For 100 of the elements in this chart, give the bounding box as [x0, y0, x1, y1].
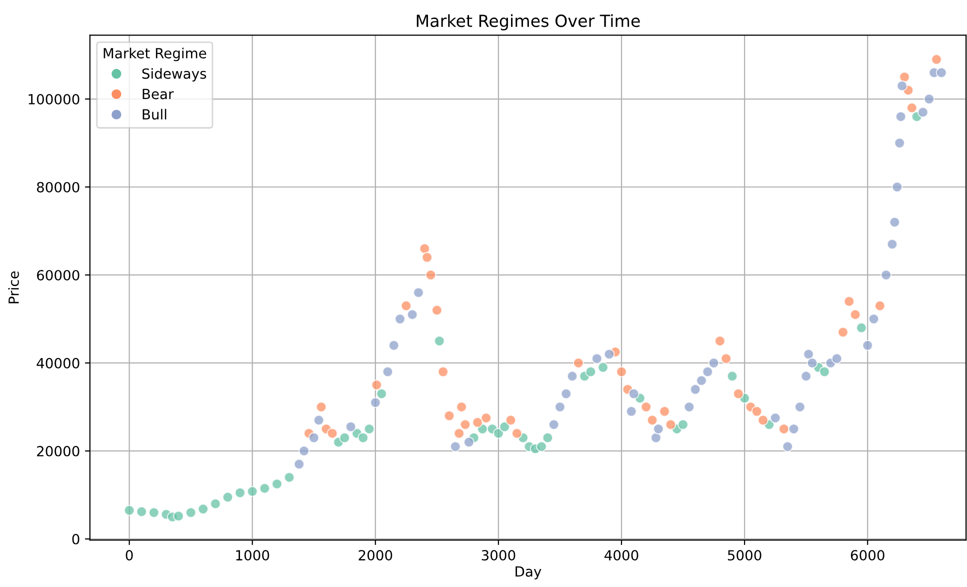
- point: [444, 410, 455, 422]
- point: [646, 414, 658, 426]
- point: [628, 388, 640, 400]
- point: [316, 401, 327, 412]
- point: [234, 487, 246, 498]
- point: [313, 414, 324, 426]
- point: [136, 506, 148, 518]
- point: [889, 216, 900, 228]
- point: [800, 370, 812, 382]
- point: [460, 419, 471, 430]
- x-axis-title: Day: [516, 566, 542, 580]
- point: [803, 348, 814, 360]
- point: [868, 314, 880, 324]
- point: [794, 401, 806, 412]
- y-tick-label: 20000: [37, 446, 80, 456]
- point: [678, 419, 688, 430]
- x-tick-label: 4000: [604, 550, 638, 561]
- x-tick-label: 0: [126, 550, 133, 561]
- y-tick-label: 60000: [36, 270, 80, 280]
- point: [585, 366, 596, 378]
- point: [626, 406, 637, 417]
- point: [560, 388, 572, 400]
- point: [422, 252, 433, 263]
- point: [665, 419, 676, 430]
- point: [782, 441, 794, 452]
- point: [931, 54, 942, 65]
- legend-label: Bull: [142, 108, 166, 120]
- point: [708, 358, 720, 368]
- point: [831, 353, 842, 364]
- point: [616, 366, 627, 378]
- point: [650, 432, 662, 444]
- point: [382, 366, 394, 378]
- point: [358, 432, 369, 444]
- x-tick-label: 2000: [358, 550, 392, 561]
- point: [659, 406, 670, 417]
- point: [272, 478, 282, 490]
- point: [284, 472, 295, 483]
- point: [394, 314, 406, 324]
- point: [598, 362, 609, 373]
- point: [918, 106, 928, 118]
- point: [326, 428, 338, 439]
- x-tick-label: 6000: [850, 550, 884, 561]
- point: [406, 309, 418, 320]
- point: [819, 366, 830, 378]
- point: [702, 366, 714, 378]
- point: [472, 416, 483, 428]
- point: [198, 504, 209, 514]
- y-axis-title: Price: [8, 271, 19, 304]
- point: [880, 270, 892, 280]
- point: [492, 428, 504, 439]
- point: [294, 458, 305, 470]
- point: [844, 296, 855, 307]
- point: [148, 507, 160, 518]
- point: [371, 380, 382, 390]
- y-tick-label: 40000: [36, 358, 80, 368]
- point: [886, 238, 898, 250]
- point: [542, 432, 554, 444]
- point: [696, 375, 707, 386]
- point: [856, 322, 867, 334]
- legend-label: Sideways: [142, 68, 206, 82]
- point: [376, 388, 388, 400]
- point: [758, 414, 768, 426]
- point: [370, 397, 381, 408]
- point: [554, 401, 566, 412]
- point: [463, 436, 474, 448]
- point: [640, 401, 652, 412]
- point: [454, 428, 465, 439]
- point: [895, 111, 906, 122]
- point: [899, 72, 910, 82]
- point: [308, 432, 320, 444]
- y-tick-label: 80000: [36, 182, 80, 192]
- point: [388, 340, 400, 351]
- point: [572, 358, 584, 368]
- point: [874, 300, 886, 312]
- x-tick-label: 5000: [728, 550, 762, 561]
- x-tick-label: 3000: [482, 550, 516, 561]
- point: [339, 432, 350, 444]
- point: [438, 366, 449, 378]
- point: [566, 370, 578, 382]
- point: [400, 300, 412, 312]
- point: [806, 358, 818, 368]
- point: [536, 441, 547, 452]
- point: [456, 401, 467, 412]
- point: [690, 384, 701, 395]
- point: [185, 507, 196, 518]
- point: [450, 441, 461, 452]
- point: [726, 370, 738, 382]
- x-tick-label: 1000: [236, 550, 270, 561]
- point: [548, 419, 560, 430]
- point: [210, 498, 221, 510]
- point: [894, 138, 906, 148]
- point: [173, 510, 184, 522]
- point: [434, 336, 445, 346]
- point: [684, 401, 695, 412]
- point: [778, 423, 790, 434]
- point: [246, 486, 258, 497]
- point: [732, 388, 744, 400]
- point: [505, 414, 516, 426]
- point: [924, 94, 935, 104]
- point: [511, 428, 522, 439]
